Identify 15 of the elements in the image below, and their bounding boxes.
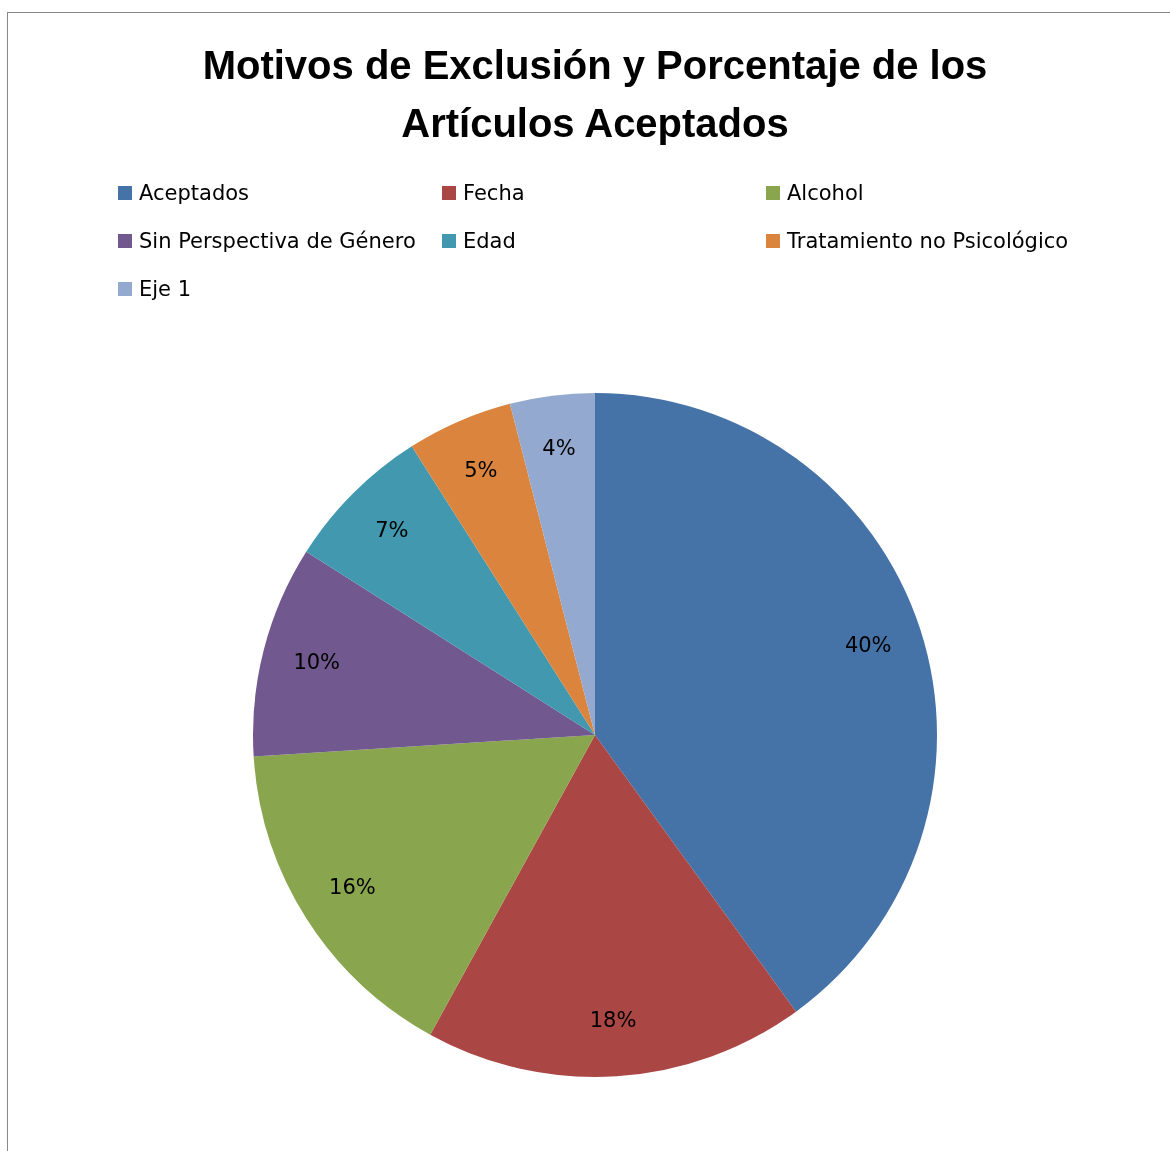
data-label: 7% — [375, 518, 409, 543]
legend-label: Tratamiento no Psicológico — [787, 229, 1069, 253]
data-label: 40% — [844, 632, 892, 657]
legend-label: Alcohol — [787, 181, 864, 205]
legend-label: Aceptados — [139, 181, 250, 205]
legend-label: Eje 1 — [139, 277, 192, 301]
chart-title: Motivos de Exclusión y Porcentaje de los Artículos Aceptados — [201, 42, 989, 147]
data-label: 4% — [542, 436, 576, 461]
data-label: 18% — [589, 1008, 637, 1033]
legend-label: Sin Perspectiva de Género — [139, 229, 416, 253]
data-label: 10% — [293, 650, 341, 675]
data-label: 16% — [329, 875, 376, 900]
data-label: 5% — [464, 457, 498, 482]
legend-label: Fecha — [463, 181, 525, 205]
legend-label: Edad — [463, 229, 516, 253]
